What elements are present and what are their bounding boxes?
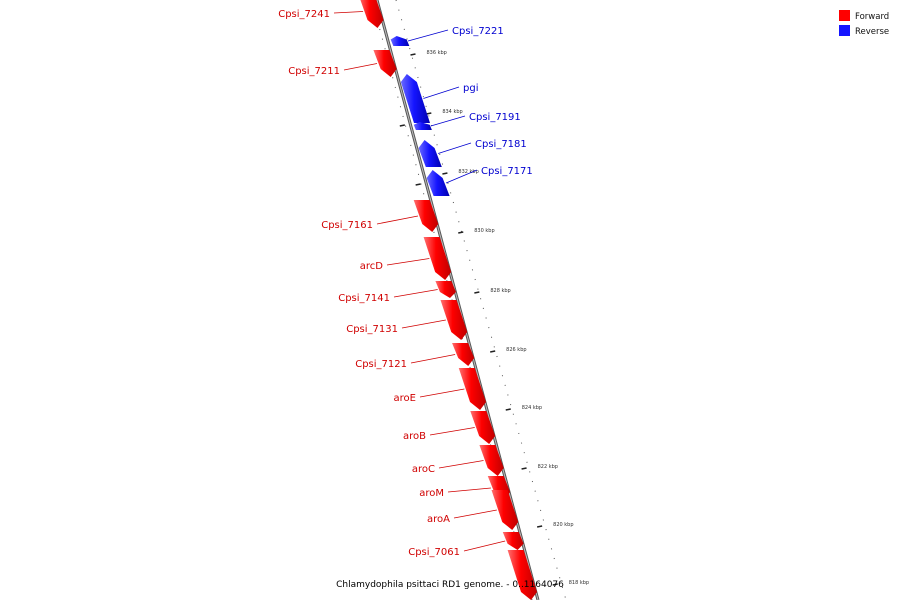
gene-label: Cpsi_7131 [346, 324, 398, 335]
ruler-tick [410, 53, 416, 56]
ruler-label: 824 kbp [522, 405, 542, 411]
ruler-label: 836 kbp [426, 50, 446, 56]
gene-label: Cpsi_7161 [321, 220, 373, 231]
gene-leader-line [438, 460, 484, 469]
gene-leader-line [410, 354, 456, 364]
ruler-tick [415, 183, 421, 186]
gene-leader-line [438, 142, 472, 154]
gene-leader-line [463, 540, 506, 552]
ruler-tick [521, 467, 527, 470]
gene-label: pgi [463, 83, 478, 94]
gene-label: aroM [419, 488, 444, 499]
legend-label: Reverse [855, 27, 889, 37]
ruler-tick [536, 525, 543, 528]
gene-leader-line [423, 86, 460, 99]
gene-arrow[interactable] [435, 281, 456, 298]
gene-arrow[interactable] [413, 122, 432, 130]
gene-label: Cpsi_7171 [481, 166, 533, 177]
genome-backbone [375, 0, 540, 600]
gene-arrow[interactable] [423, 237, 452, 280]
gene-label: aroE [394, 393, 416, 404]
ruler-tick [399, 124, 405, 127]
gene-leader-line [445, 169, 478, 184]
gene-label: Cpsi_7121 [355, 359, 407, 370]
gene-leader-line [429, 427, 475, 436]
gene-label: aroB [403, 431, 426, 442]
legend-swatch [839, 25, 850, 36]
gene-leader-line [333, 11, 364, 14]
ruler-tick [552, 583, 558, 586]
ruler-label: 828 kbp [490, 288, 510, 294]
gene-leader-line [453, 509, 497, 519]
gene-leader-line [343, 63, 378, 71]
gene-leader-line [419, 388, 465, 398]
gene-arrow[interactable] [440, 300, 468, 340]
gene-arrow[interactable] [426, 170, 450, 196]
gene-leader-line [376, 215, 419, 225]
gene-arrow[interactable] [400, 74, 431, 123]
gene-arrow[interactable] [452, 343, 475, 366]
gene-arrow[interactable] [502, 532, 524, 550]
ruler-label: 830 kbp [474, 228, 494, 234]
legend-swatch [839, 10, 850, 21]
ruler-label: 826 kbp [506, 347, 526, 353]
gene-label: Cpsi_7241 [278, 9, 330, 20]
gene-arrow[interactable] [470, 411, 496, 444]
ruler-tick [442, 172, 448, 175]
gene-arrow[interactable] [373, 50, 397, 77]
gene-arrow[interactable] [359, 0, 384, 28]
gene-arrow[interactable] [507, 550, 537, 600]
ruler-label: 822 kbp [538, 464, 558, 470]
ruler-tick [490, 350, 496, 353]
ruler-label: 818 kbp [569, 580, 589, 586]
gene-leader-line [430, 115, 466, 127]
ruler-label: 834 kbp [442, 109, 462, 115]
gene-label: arcD [360, 261, 384, 272]
ruler-tick [505, 408, 511, 411]
legend: Forward Reverse [839, 10, 889, 37]
gene-leader-line [386, 258, 430, 266]
gene-arrow[interactable] [458, 368, 487, 410]
gene-label: Cpsi_7181 [475, 139, 527, 150]
gene-label: Cpsi_7211 [288, 66, 340, 77]
gene-arrow[interactable] [413, 200, 439, 232]
ruler-tick [426, 112, 432, 115]
gene-label: Cpsi_7061 [408, 547, 460, 558]
gene-leader-line [401, 319, 446, 329]
gene-leader-line [407, 29, 449, 42]
gene-leader-line [393, 289, 438, 298]
gene-label: Cpsi_7221 [452, 26, 504, 37]
gene-leader-line [447, 487, 491, 493]
gene-arrow[interactable] [390, 36, 410, 46]
ruler-label: 832 kbp [458, 169, 478, 175]
gene-label: Cpsi_7141 [338, 293, 390, 304]
gene-label: aroC [412, 464, 435, 475]
legend-label: Forward [855, 12, 889, 22]
gene-label: aroA [427, 514, 450, 525]
gene-label: Cpsi_7191 [469, 112, 521, 123]
ruler-label: 820 kbp [553, 522, 573, 528]
gene-arrow[interactable] [491, 490, 519, 530]
ruler-tick [458, 231, 464, 234]
ruler-tick [474, 291, 480, 294]
map-caption: Chlamydophila psittaci RD1 genome. - 0..… [336, 580, 564, 590]
gene-arrow[interactable] [479, 445, 504, 476]
gene-arrow[interactable] [418, 140, 442, 167]
